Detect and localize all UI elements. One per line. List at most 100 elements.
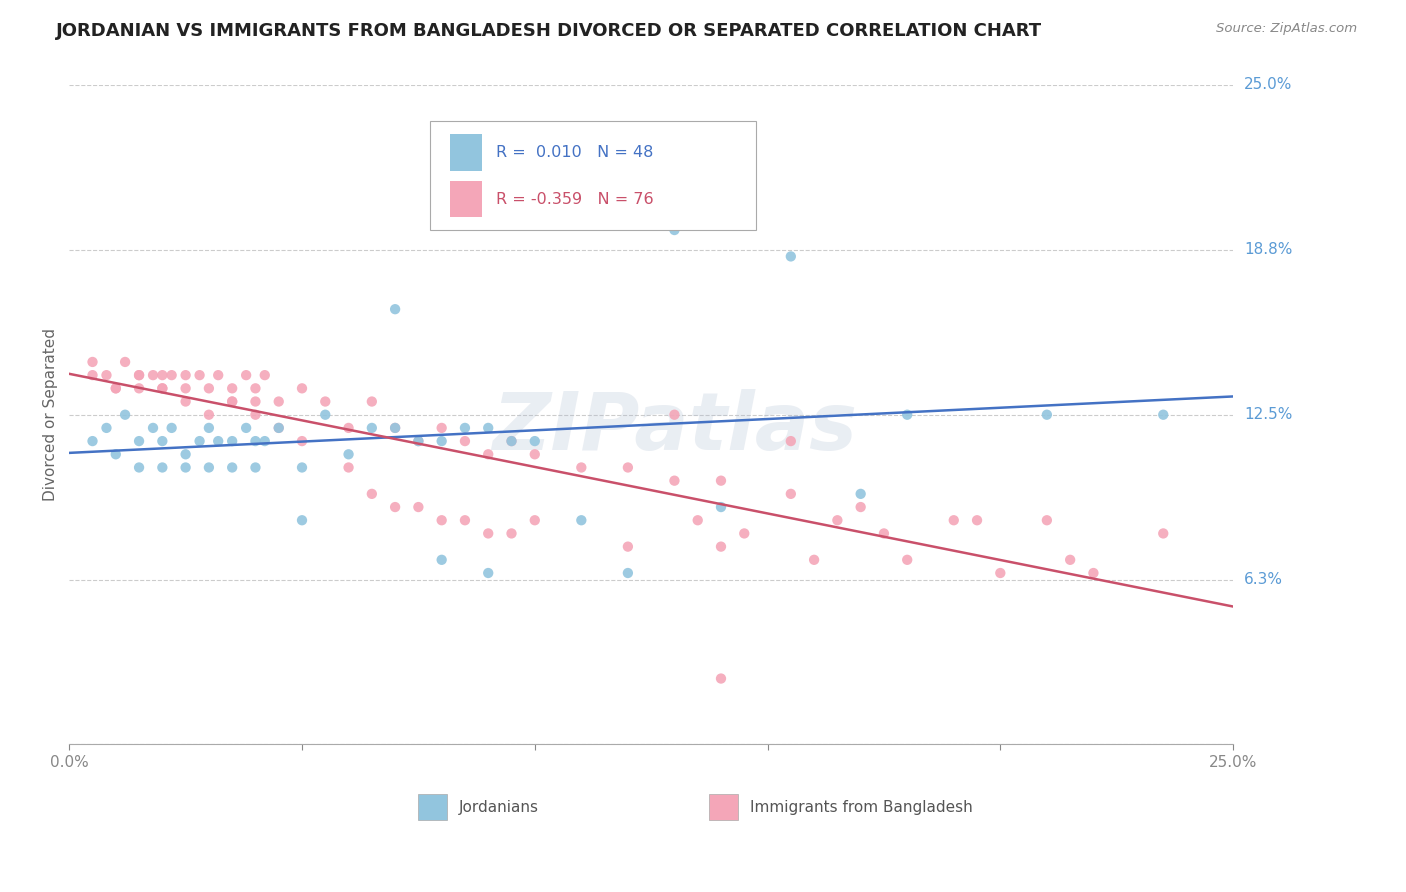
Point xyxy=(454,421,477,435)
Point xyxy=(253,368,276,383)
Point xyxy=(664,408,686,422)
Point xyxy=(245,408,267,422)
Point xyxy=(849,500,872,514)
Point xyxy=(291,434,314,449)
Point xyxy=(174,368,197,383)
Point xyxy=(82,434,104,449)
Point xyxy=(245,394,267,409)
Point xyxy=(221,460,243,475)
Text: 25.0%: 25.0% xyxy=(1244,78,1292,93)
Point xyxy=(477,566,499,580)
Point xyxy=(337,447,360,461)
Point xyxy=(267,394,290,409)
Point xyxy=(142,368,165,383)
Text: 18.8%: 18.8% xyxy=(1244,243,1292,257)
Point xyxy=(337,421,360,435)
Point xyxy=(849,487,872,501)
Point xyxy=(477,447,499,461)
Point xyxy=(384,302,406,317)
Point xyxy=(477,421,499,435)
Y-axis label: Divorced or Separated: Divorced or Separated xyxy=(44,328,58,501)
Point xyxy=(384,421,406,435)
Point xyxy=(988,566,1011,580)
Point xyxy=(128,368,150,383)
Point xyxy=(523,434,546,449)
Point xyxy=(221,434,243,449)
Text: JORDANIAN VS IMMIGRANTS FROM BANGLADESH DIVORCED OR SEPARATED CORRELATION CHART: JORDANIAN VS IMMIGRANTS FROM BANGLADESH … xyxy=(56,22,1042,40)
Text: 6.3%: 6.3% xyxy=(1244,572,1284,587)
Point xyxy=(207,434,229,449)
Text: Source: ZipAtlas.com: Source: ZipAtlas.com xyxy=(1216,22,1357,36)
Point xyxy=(896,553,918,567)
Point xyxy=(454,434,477,449)
Bar xyxy=(450,135,482,170)
Point xyxy=(188,368,211,383)
Text: ZIPatlas: ZIPatlas xyxy=(492,389,856,467)
Point xyxy=(896,408,918,422)
Point xyxy=(82,368,104,383)
Point xyxy=(150,368,173,383)
Point xyxy=(1036,513,1059,527)
Point xyxy=(267,421,290,435)
Point xyxy=(160,368,183,383)
Point xyxy=(617,540,640,554)
Point xyxy=(150,381,173,395)
Text: R =  0.010   N = 48: R = 0.010 N = 48 xyxy=(496,145,654,161)
Point xyxy=(360,487,382,501)
Point xyxy=(873,526,896,541)
Point xyxy=(198,408,221,422)
Text: Immigrants from Bangladesh: Immigrants from Bangladesh xyxy=(749,799,973,814)
Point xyxy=(733,526,755,541)
Point xyxy=(803,553,825,567)
Point xyxy=(174,381,197,395)
Point xyxy=(114,408,136,422)
Point xyxy=(430,553,453,567)
Point xyxy=(221,394,243,409)
Point xyxy=(1059,553,1081,567)
Point xyxy=(430,513,453,527)
Point xyxy=(128,368,150,383)
Point xyxy=(160,421,183,435)
Point xyxy=(96,368,118,383)
Point xyxy=(104,381,127,395)
Point xyxy=(174,394,197,409)
Point xyxy=(150,381,173,395)
Point xyxy=(235,421,257,435)
Point xyxy=(710,474,733,488)
FancyBboxPatch shape xyxy=(430,121,756,230)
Point xyxy=(710,672,733,686)
Point xyxy=(617,566,640,580)
Text: Jordanians: Jordanians xyxy=(460,799,538,814)
Point xyxy=(686,513,709,527)
Point xyxy=(617,460,640,475)
Point xyxy=(128,381,150,395)
Point xyxy=(221,394,243,409)
Point xyxy=(501,434,523,449)
Point xyxy=(198,421,221,435)
Point xyxy=(1083,566,1105,580)
Point xyxy=(188,434,211,449)
Point xyxy=(408,434,430,449)
Point xyxy=(198,381,221,395)
Point xyxy=(430,421,453,435)
Point xyxy=(360,394,382,409)
Point xyxy=(174,447,197,461)
Point xyxy=(291,513,314,527)
Point xyxy=(569,170,592,185)
Point xyxy=(104,381,127,395)
Point xyxy=(710,540,733,554)
Point xyxy=(408,434,430,449)
Point xyxy=(291,460,314,475)
Point xyxy=(408,500,430,514)
Bar xyxy=(419,794,447,821)
Point xyxy=(454,513,477,527)
Point xyxy=(114,355,136,369)
Point xyxy=(501,526,523,541)
Point xyxy=(966,513,988,527)
Point xyxy=(245,381,267,395)
Point xyxy=(779,487,801,501)
Point xyxy=(779,434,801,449)
Point xyxy=(207,368,229,383)
Point xyxy=(384,500,406,514)
Point xyxy=(221,381,243,395)
